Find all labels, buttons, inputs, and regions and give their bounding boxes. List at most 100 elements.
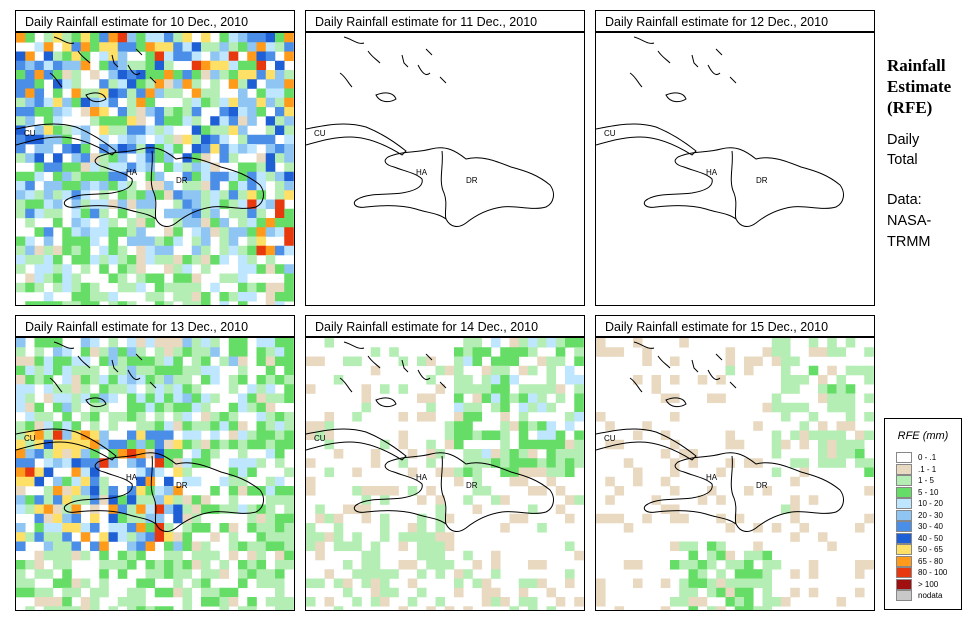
rainfall-cell xyxy=(99,190,109,200)
rainfall-cell xyxy=(136,273,146,284)
rainfall-cell xyxy=(117,199,128,210)
rainfall-cell xyxy=(201,347,211,357)
rainfall-cell xyxy=(127,42,137,52)
rainfall-cell xyxy=(744,458,754,468)
rainfall-cell xyxy=(136,33,146,43)
rainfall-cell xyxy=(164,264,174,274)
rainfall-cell xyxy=(99,541,109,552)
rainfall-cell xyxy=(827,402,837,413)
rainfall-cell xyxy=(275,523,285,533)
rainfall-cell xyxy=(99,51,109,62)
rainfall-cell xyxy=(670,597,680,607)
rainfall-cell xyxy=(154,587,165,598)
coastline xyxy=(425,353,433,361)
rainfall-cell xyxy=(265,97,276,108)
rainfall-panel-dec15: Daily Rainfall estimate for 15 Dec., 201… xyxy=(595,315,875,611)
rainfall-cell xyxy=(546,476,557,487)
rainfall-cell xyxy=(62,523,72,533)
rainfall-cell xyxy=(53,153,63,163)
rainfall-cell xyxy=(238,578,248,589)
legend-label: > 100 xyxy=(918,579,939,589)
rainfall-cell xyxy=(71,97,82,108)
rainfall-cell xyxy=(398,532,409,542)
rainfall-cell xyxy=(53,107,63,117)
coastline xyxy=(643,452,844,532)
rainfall-cell xyxy=(154,70,165,80)
rainfall-cell xyxy=(275,412,285,422)
legend-label: 1 - 5 xyxy=(918,476,935,485)
rainfall-cell xyxy=(117,439,128,450)
rainfall-cell xyxy=(191,421,202,431)
rainfall-cell xyxy=(219,60,230,71)
rainfall-cell xyxy=(201,523,211,533)
rainfall-cell xyxy=(136,356,146,367)
rainfall-cell xyxy=(818,458,828,468)
rainfall-cell xyxy=(256,33,267,43)
rainfall-cell xyxy=(99,550,109,561)
rainfall-cell xyxy=(284,162,294,173)
rainfall-cell xyxy=(90,439,100,450)
coastline xyxy=(375,397,397,408)
rainfall-cell xyxy=(127,218,137,228)
rainfall-cell xyxy=(238,171,248,182)
rainfall-cell xyxy=(71,171,82,182)
rainfall-cell xyxy=(716,569,726,579)
coastline xyxy=(715,353,723,361)
rainfall-cell xyxy=(228,421,239,431)
rainfall-cell xyxy=(407,532,418,542)
rainfall-cell xyxy=(164,375,174,385)
legend-label: 40 - 50 xyxy=(918,533,943,543)
rainfall-cell xyxy=(790,504,800,515)
rainfall-cell xyxy=(426,402,436,413)
legend-swatch xyxy=(896,521,912,532)
rainfall-cell xyxy=(90,33,100,43)
coastline xyxy=(150,455,157,525)
rainfall-cell xyxy=(164,162,174,173)
rainfall-cell xyxy=(108,393,119,404)
rainfall-cell xyxy=(71,51,82,62)
rainfall-cell xyxy=(117,171,128,182)
rainfall-cell xyxy=(164,347,174,357)
rainfall-cell xyxy=(771,560,782,570)
rainfall-cell xyxy=(173,569,183,579)
rainfall-cell xyxy=(127,365,137,376)
rainfall-cell xyxy=(90,116,100,126)
rainfall-cell xyxy=(145,495,156,505)
rainfall-cell xyxy=(565,458,575,468)
rainfall-cell xyxy=(472,412,483,422)
rainfall-cell xyxy=(117,301,128,305)
rainfall-cell xyxy=(219,51,230,62)
rainfall-cell xyxy=(247,560,257,570)
rainfall-cell xyxy=(228,430,239,441)
rainfall-cell xyxy=(80,449,91,459)
rainfall-cell xyxy=(284,421,294,431)
rainfall-cell xyxy=(173,264,183,274)
rainfall-cell xyxy=(275,116,285,126)
rainfall-cell xyxy=(173,79,183,89)
rainfall-cell xyxy=(256,356,267,367)
rainfall-cell xyxy=(117,356,128,367)
rainfall-cell xyxy=(799,430,810,441)
rainfall-cell xyxy=(463,421,473,431)
rainfall-cell xyxy=(642,347,652,357)
rainfall-cell xyxy=(284,134,294,145)
rainfall-cell xyxy=(500,393,510,404)
rainfall-cell xyxy=(71,273,82,284)
rainfall-cell xyxy=(827,439,837,450)
rainfall-cell xyxy=(275,606,285,610)
rainfall-cell xyxy=(771,449,782,459)
rainfall-cell xyxy=(472,449,483,459)
rainfall-cell xyxy=(25,134,35,145)
rainfall-cell xyxy=(398,439,409,450)
rainfall-cell xyxy=(491,338,501,348)
rainfall-cell xyxy=(191,578,202,589)
rainfall-cell xyxy=(53,402,63,413)
rainfall-cell xyxy=(238,338,248,348)
rainfall-cell xyxy=(256,218,267,228)
rainfall-cell xyxy=(25,301,35,305)
rainfall-cell xyxy=(836,430,847,441)
rainfall-cell xyxy=(90,430,100,441)
rainfall-cell xyxy=(426,356,436,367)
rainfall-cell xyxy=(818,532,828,542)
